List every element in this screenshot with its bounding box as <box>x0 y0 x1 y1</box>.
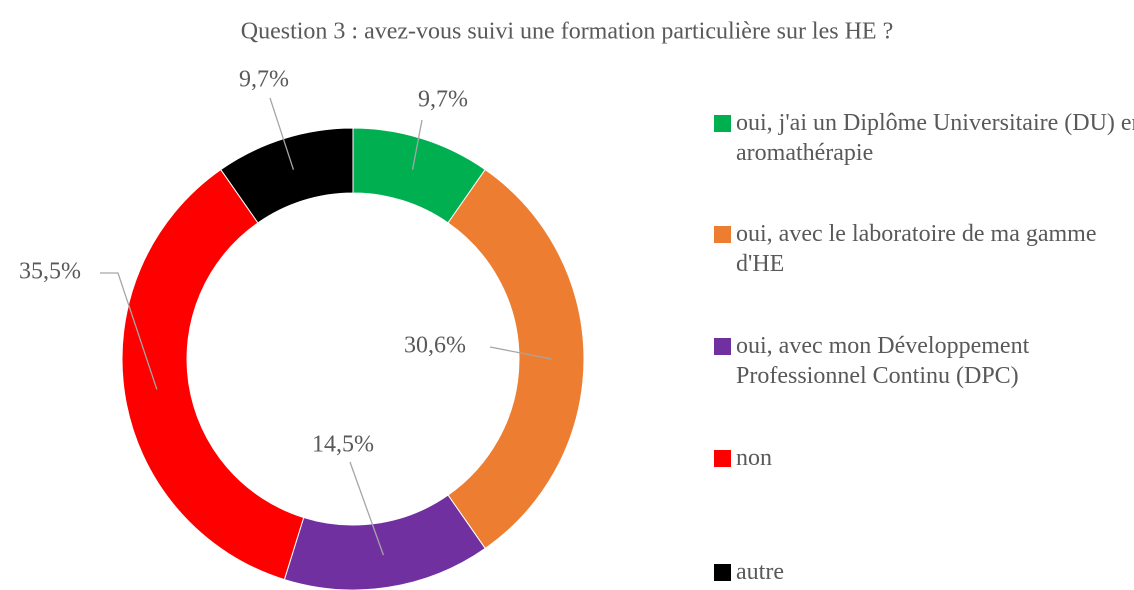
legend-label: autre <box>736 559 784 585</box>
donut-segment <box>220 127 354 224</box>
legend-item: non <box>712 443 1134 473</box>
legend-label: oui, j'ai un Diplôme Universitaire (DU) … <box>736 110 1134 166</box>
legend-item: oui, j'ai un Diplôme Universitaire (DU) … <box>712 108 1134 168</box>
legend-swatch <box>714 338 731 355</box>
leader-line <box>269 97 295 170</box>
leader-line <box>489 346 552 360</box>
data-label: 30,6% <box>404 333 466 359</box>
legend-swatch <box>714 450 731 467</box>
legend-label: oui, avec le laboratoire de ma gamme d'H… <box>736 221 1097 277</box>
chart-title: Question 3 : avez-vous suivi une formati… <box>241 19 894 45</box>
legend-label: oui, avec mon Développement Professionne… <box>736 333 1030 389</box>
legend-item: autre <box>712 557 1134 587</box>
legend-label: non <box>736 445 772 471</box>
leader-line <box>411 119 423 170</box>
data-label: 35,5% <box>19 259 81 285</box>
donut-segment <box>283 494 486 590</box>
data-label: 14,5% <box>312 432 374 458</box>
leader-line <box>100 272 158 390</box>
legend-swatch <box>714 564 731 581</box>
donut-segment <box>121 168 305 581</box>
data-label: 9,7% <box>418 87 468 113</box>
legend-swatch <box>714 226 731 243</box>
legend-swatch <box>714 115 731 132</box>
leader-line <box>349 461 385 556</box>
legend-item: oui, avec le laboratoire de ma gamme d'H… <box>712 219 1134 279</box>
data-label: 9,7% <box>239 67 289 93</box>
legend-item: oui, avec mon Développement Professionne… <box>712 331 1134 391</box>
donut-segment <box>447 168 585 550</box>
